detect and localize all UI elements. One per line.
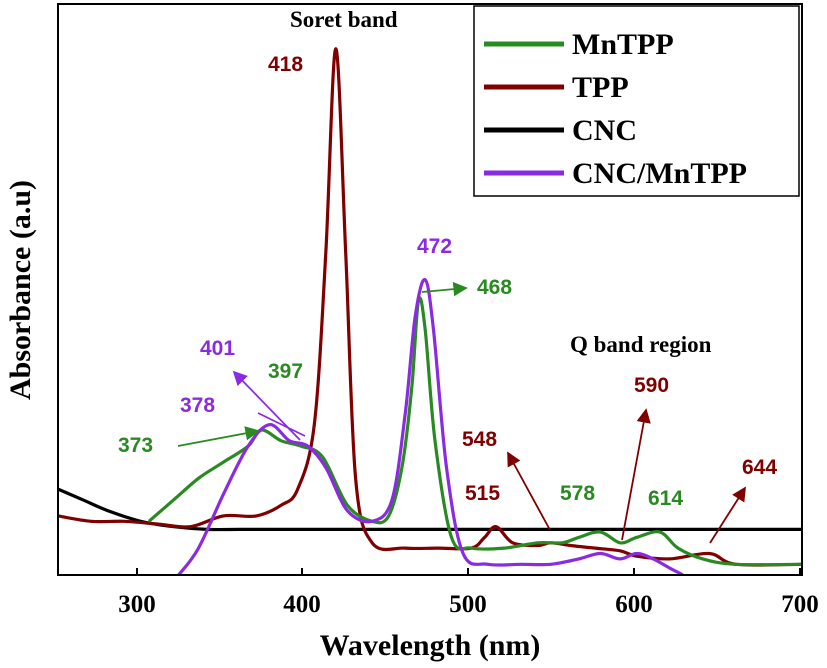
annotation-515: 515: [465, 482, 500, 505]
series-line-cnc-mntpp: [177, 277, 686, 575]
arrow-378: [257, 412, 306, 437]
x-tick-label-500: 500: [449, 591, 487, 618]
annotation-397: 397: [268, 360, 303, 383]
x-tick-label-300: 300: [118, 591, 156, 618]
legend-label-cnc-mntpp: CNC/MnTPP: [572, 157, 747, 190]
annotation-soret-band: Soret band: [290, 7, 398, 32]
annotation-472: 472: [417, 235, 452, 258]
series-layer: [58, 47, 802, 575]
annotation-418: 418: [268, 53, 303, 76]
annotation-590: 590: [634, 374, 669, 397]
annotation-q-band-region: Q band region: [570, 332, 712, 357]
annotation-468: 468: [477, 276, 512, 299]
arrow-590: [621, 408, 651, 541]
arrow-468: [421, 281, 468, 297]
annotation-644: 644: [742, 456, 777, 479]
arrow-548: [507, 451, 551, 531]
legend-label-mntpp: MnTPP: [572, 28, 674, 61]
annotation-378: 378: [180, 394, 215, 417]
annotation-614: 614: [648, 487, 683, 510]
x-tick-label-700: 700: [781, 591, 819, 618]
annotations: Soret band Q band region 418 472 468 401…: [118, 7, 777, 510]
x-tick-label-400: 400: [283, 591, 321, 618]
annotation-373: 373: [118, 434, 153, 457]
x-axis-title: Wavelength (nm): [320, 629, 541, 662]
series-line-cnc: [58, 487, 802, 532]
annotation-arrows: [177, 281, 746, 544]
y-axis-title: Absorbance (a.u): [4, 180, 37, 400]
arrow-373: [177, 426, 260, 447]
legend-box: [473, 5, 800, 197]
arrow-644: [709, 486, 746, 544]
annotation-401: 401: [200, 337, 235, 360]
x-axis: 300 400 500 600 700 Wavelength (nm): [118, 568, 819, 662]
legend-label-cnc: CNC: [572, 114, 637, 147]
legend-label-tpp: TPP: [572, 71, 629, 104]
annotation-548: 548: [462, 428, 497, 451]
series-line-tpp: [58, 47, 802, 567]
plot-frame: [57, 3, 803, 576]
annotation-578: 578: [560, 482, 595, 505]
legend: MnTPP TPP CNC CNC/MnTPP: [473, 5, 800, 197]
x-tick-label-600: 600: [615, 591, 653, 618]
